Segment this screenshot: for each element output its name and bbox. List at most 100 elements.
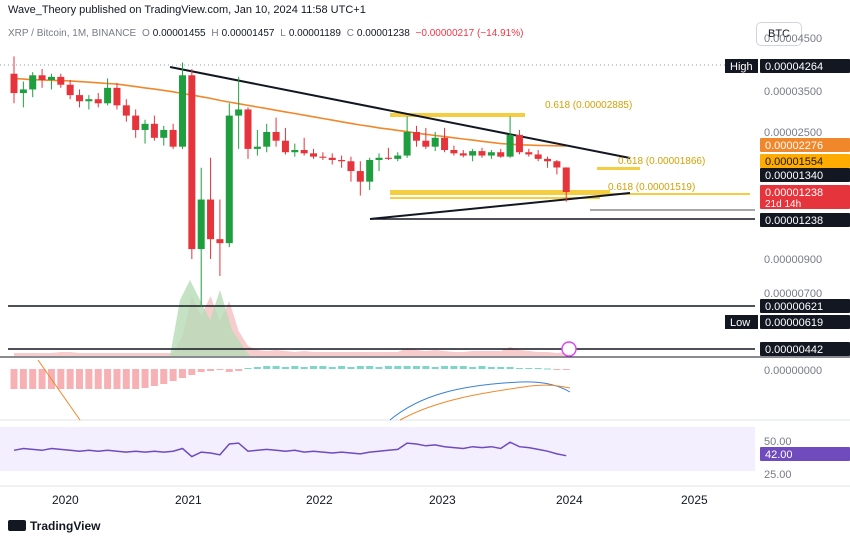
fib-label-1: 0.618 (0.00001866) [618,156,705,167]
candle-body [506,134,514,157]
price-tag-bg [760,315,850,329]
candle-body [19,89,27,94]
candle-body [47,76,55,81]
candle-body [534,154,542,159]
macd-histogram-bar [132,369,140,389]
candle-body [150,123,158,138]
x-axis-label: 2022 [306,493,333,507]
fib-label-2: 0.618 (0.00001519) [608,182,695,193]
candle-body [188,75,196,250]
fib-zone-3 [597,167,640,170]
price-tag-value: 0.00000619 [765,317,823,329]
macd-histogram-bar [366,366,374,369]
macd-line [389,381,571,421]
fib-zone-1 [390,190,610,193]
macd-histogram-bar [19,369,27,389]
candle-body [141,123,149,130]
macd-histogram-bar [263,366,271,369]
macd-histogram-bar [515,368,523,369]
macd-histogram-bar [207,369,215,371]
candle-body [310,153,318,157]
macd-histogram-bar [281,367,289,369]
price-tag-value: 0.00001340 [765,170,823,182]
macd-histogram-bar [141,369,149,388]
macd-histogram-bar [553,369,561,370]
candle-body [469,151,477,156]
macd-histogram-bar [497,367,505,369]
macd-histogram-bar [29,369,37,389]
macd-histogram-bar [431,367,439,369]
price-tag-bg [760,299,850,313]
macd-histogram-bar [459,366,467,369]
close-label: C [346,28,354,39]
macd-histogram-bar [76,369,84,389]
candle-body [403,132,411,156]
macd-histogram-bar [244,368,252,369]
y-axis-label: 0.00003500 [764,86,822,98]
macd-histogram-bar [235,369,243,371]
price-tag-bg [760,213,850,227]
candle-body [169,129,177,147]
high-value: 0.00001457 [221,28,275,39]
candle-body [225,115,233,244]
macd-histogram-bar [487,367,495,369]
candle-body [29,75,37,90]
volume-area [14,296,567,356]
candle-body [263,132,271,147]
candle-body [300,150,308,154]
candle-body [394,155,402,159]
candle-body [85,99,93,102]
candle-body [356,171,364,182]
candle-body [525,152,533,155]
macd-histogram-bar [225,369,233,372]
price-tag-bg [760,138,850,152]
candle-body [94,99,102,104]
macd-histogram-bar [394,366,402,369]
candle-body [412,132,420,141]
macd-histogram-bar [338,366,346,369]
fib-zone-4 [390,193,750,195]
change-value: −0.00000217 (−14.91%) [415,28,524,39]
price-tag-value: 0.00004264 [765,61,823,73]
candle-body [76,95,84,102]
price-tag-bg [760,59,850,73]
macd-histogram-bar [375,367,383,369]
price-tag-value: 0.00002276 [765,140,823,152]
descending-trendline [169,66,631,159]
price-tag-bg [760,154,850,168]
candle-body [10,73,18,94]
macd-histogram-bar [169,369,177,381]
rsi-band [0,427,755,471]
volume-area-green [170,280,250,356]
macd-histogram-bar [253,367,261,369]
price-tag-label: Low [730,317,750,329]
candle-body [562,167,570,192]
publish-caption: Wave_Theory published on TradingView.com… [8,4,366,16]
y-axis-label: 0.00004500 [764,33,822,45]
candle-body [450,150,458,154]
candle-body [216,239,224,244]
macd-histogram-bar [178,369,186,378]
high-label: H [211,28,219,39]
candle-body [113,87,121,106]
macd-histogram-bar [150,369,158,386]
candle-body [515,134,523,153]
macd-histogram-bar [450,366,458,369]
currency-button[interactable]: BTC [756,22,802,46]
open-label: O [141,28,150,39]
candle-body [235,109,243,116]
y-axis-label: 0.00000900 [764,254,822,266]
macd-histogram-bar [310,366,318,369]
candle-body [197,199,205,250]
rsi-line [13,441,567,458]
price-tag-bg [760,342,850,356]
price-tag-bg [760,185,850,209]
price-tag-bg [760,168,850,182]
y-axis-label: 0.00002500 [764,127,822,139]
price-tag-label: High [730,61,753,73]
candle-body [160,129,168,138]
ema-line [13,77,567,147]
candle-body [422,140,430,147]
price-tag-countdown: 21d 14h [765,199,801,210]
